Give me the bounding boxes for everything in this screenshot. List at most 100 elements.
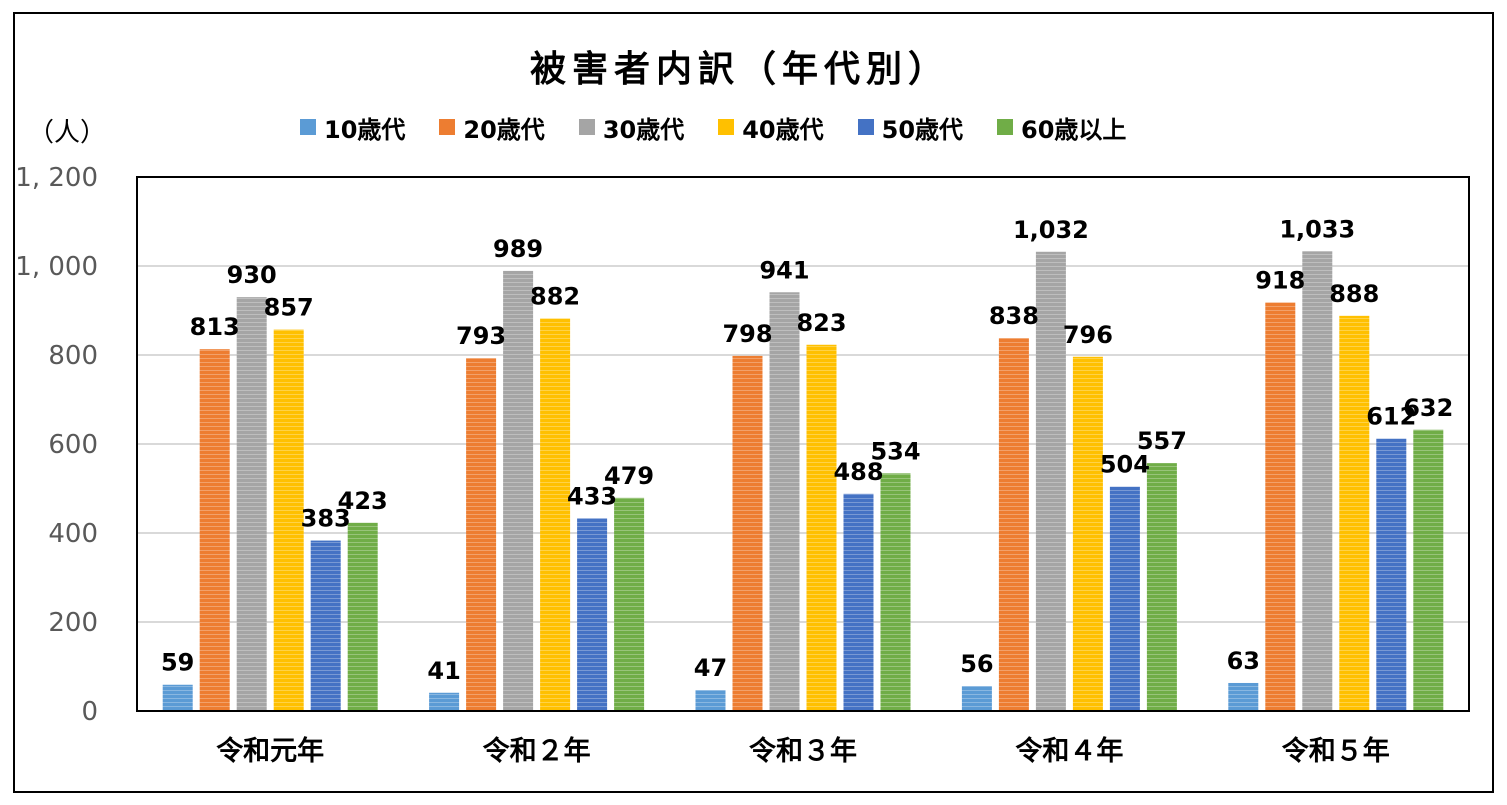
data-label: 941 — [759, 256, 809, 284]
legend-label: 40歳代 — [742, 115, 824, 144]
data-label: 857 — [264, 294, 314, 322]
x-category-label: 令和元年 — [216, 735, 324, 767]
y-tick-label: 0 — [81, 697, 98, 727]
data-label: 1,032 — [1013, 216, 1089, 244]
bar — [732, 355, 763, 711]
y-tick-label: 800 — [48, 341, 98, 371]
bar — [162, 684, 193, 711]
legend-swatch — [300, 119, 316, 135]
bar — [1109, 486, 1140, 711]
chart-title: 被害者内訳（年代別） — [529, 49, 950, 90]
data-label: 882 — [530, 283, 580, 311]
data-label: 557 — [1137, 427, 1187, 455]
x-category-label: 令和２年 — [483, 735, 591, 767]
bar — [466, 358, 497, 711]
data-label: 793 — [456, 322, 506, 350]
bar — [614, 497, 645, 711]
data-label: 612 — [1366, 403, 1416, 431]
data-label: 632 — [1403, 394, 1453, 422]
chart-legend: 10歳代 20歳代 30歳代 40歳代 50歳代 60歳以上 — [300, 110, 1160, 144]
bar — [1228, 682, 1259, 711]
legend-label: 10歳代 — [324, 115, 406, 144]
y-tick-label: 600 — [48, 430, 98, 460]
data-label: 930 — [227, 261, 277, 289]
legend-swatch — [857, 119, 874, 135]
bar — [347, 522, 378, 711]
data-label: 63 — [1227, 647, 1260, 675]
data-label: 56 — [960, 650, 993, 678]
data-label: 47 — [694, 654, 727, 682]
bar — [961, 686, 992, 711]
bar — [695, 690, 726, 711]
plot-area-border — [136, 176, 1470, 712]
y-tick-label: 200 — [48, 608, 98, 638]
y-tick-label: 400 — [48, 519, 98, 549]
y-tick-label: 1, 000 — [15, 252, 98, 282]
legend-label: 60歳以上 — [1021, 115, 1127, 144]
bar — [806, 344, 837, 711]
legend-label: 20歳代 — [463, 115, 545, 144]
x-category-label: 令和４年 — [1015, 735, 1123, 767]
bar — [1035, 251, 1066, 711]
y-tick-label: 1, 200 — [15, 163, 98, 193]
chart-frame — [13, 12, 1494, 793]
legend-item: 40歳代 — [718, 110, 824, 145]
data-label: 433 — [567, 482, 617, 510]
data-label: 813 — [190, 313, 240, 341]
legend-label: 30歳代 — [602, 115, 685, 144]
bar — [998, 338, 1029, 711]
bars — [162, 251, 1444, 711]
y-axis-unit-label: （人） — [28, 118, 107, 148]
data-label: 838 — [989, 302, 1039, 330]
bar — [503, 270, 534, 711]
legend-swatch — [439, 119, 456, 135]
legend-item: 50歳代 — [857, 110, 964, 145]
legend-swatch — [578, 119, 595, 135]
data-label: 888 — [1329, 280, 1379, 308]
data-label: 989 — [493, 235, 543, 263]
data-label: 383 — [301, 505, 351, 533]
data-label: 823 — [796, 309, 846, 337]
y-axis: 0 200 400 600 800 1, 000 1, 200 — [15, 163, 98, 727]
data-label: 41 — [427, 657, 460, 685]
bar — [199, 349, 230, 711]
data-label: 534 — [870, 437, 920, 465]
data-label: 1,033 — [1279, 215, 1355, 243]
legend-item: 30歳代 — [578, 110, 685, 145]
data-label: 918 — [1255, 266, 1305, 294]
bar — [429, 692, 460, 711]
bar — [577, 518, 608, 711]
legend-swatch — [718, 119, 735, 135]
x-category-label: 令和５年 — [1282, 735, 1390, 767]
bar — [769, 292, 800, 711]
data-label: 798 — [722, 320, 772, 348]
bar — [1339, 315, 1370, 711]
data-label: 479 — [604, 462, 654, 490]
bar — [1302, 251, 1333, 711]
x-axis: 令和元年 令和２年 令和３年 令和４年 令和５年 — [216, 735, 1390, 767]
legend-label: 50歳代 — [881, 115, 964, 144]
bar — [1413, 429, 1444, 711]
bar — [843, 493, 874, 711]
bar — [236, 297, 267, 711]
x-category-label: 令和３年 — [749, 735, 857, 767]
data-label: 504 — [1100, 451, 1150, 479]
bar — [1072, 356, 1103, 711]
legend-item: 10歳代 — [300, 110, 405, 145]
data-label: 423 — [338, 487, 388, 515]
bar — [1265, 302, 1296, 711]
bar — [273, 329, 304, 711]
bar — [880, 473, 911, 711]
data-label: 488 — [833, 458, 883, 486]
legend-item: 20歳代 — [439, 110, 545, 145]
bar — [310, 540, 341, 711]
legend-swatch — [997, 119, 1014, 135]
data-label: 59 — [161, 649, 194, 677]
data-label: 796 — [1063, 321, 1113, 349]
bar — [1146, 463, 1177, 711]
legend-item: 60歳以上 — [997, 110, 1126, 145]
bar — [540, 318, 571, 711]
bar — [1376, 438, 1407, 711]
